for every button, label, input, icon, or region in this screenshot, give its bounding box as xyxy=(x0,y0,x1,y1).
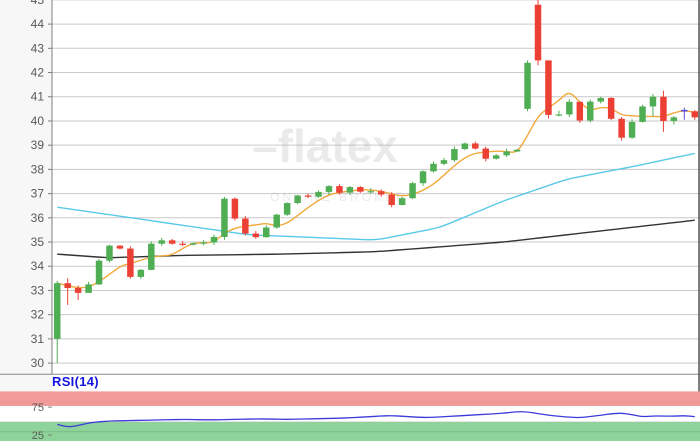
svg-text:–flatex: –flatex xyxy=(252,120,398,172)
svg-text:43: 43 xyxy=(31,41,45,55)
svg-text:31: 31 xyxy=(31,332,45,346)
svg-text:25: 25 xyxy=(32,430,44,441)
svg-text:44: 44 xyxy=(31,17,45,31)
svg-text:RSI(14): RSI(14) xyxy=(52,374,99,389)
svg-text:41: 41 xyxy=(31,90,45,104)
svg-text:32: 32 xyxy=(31,308,45,322)
svg-text:36: 36 xyxy=(31,211,45,225)
svg-text:35: 35 xyxy=(31,235,45,249)
svg-text:38: 38 xyxy=(31,162,45,176)
svg-text:40: 40 xyxy=(31,114,45,128)
svg-text:39: 39 xyxy=(31,138,45,152)
svg-text:33: 33 xyxy=(31,283,45,297)
svg-text:ONLINE BROKER: ONLINE BROKER xyxy=(270,190,408,204)
svg-text:30: 30 xyxy=(31,356,45,370)
svg-text:34: 34 xyxy=(31,259,45,273)
svg-text:45: 45 xyxy=(31,0,45,7)
svg-text:37: 37 xyxy=(31,187,45,201)
svg-text:75: 75 xyxy=(32,402,44,414)
svg-text:42: 42 xyxy=(31,66,45,80)
